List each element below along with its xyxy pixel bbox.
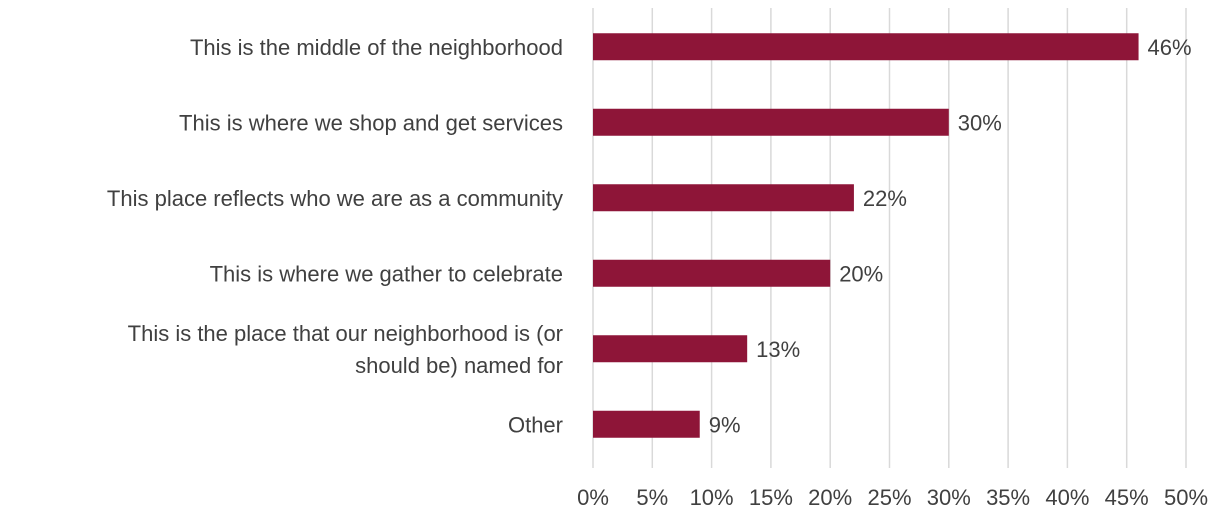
x-tick-label: 40% [1045, 485, 1089, 510]
data-labels: 46% 30% 22% 20% 13% 9% [709, 35, 1192, 438]
bar [593, 33, 1139, 61]
data-label: 20% [839, 261, 883, 286]
data-label: 46% [1148, 35, 1192, 60]
bar [593, 184, 854, 212]
x-tick-label: 20% [808, 485, 852, 510]
data-label: 22% [863, 186, 907, 211]
x-tick-label: 35% [986, 485, 1030, 510]
bars [593, 33, 1139, 438]
category-label: This is where we shop and get services [179, 110, 563, 135]
x-tick-label: 45% [1105, 485, 1149, 510]
gridlines [592, 8, 1187, 468]
bar [593, 108, 949, 136]
category-label: This is the place that our neighborhood … [128, 321, 563, 346]
x-tick-label: 5% [636, 485, 668, 510]
x-tick-label: 10% [690, 485, 734, 510]
x-tick-label: 15% [749, 485, 793, 510]
category-label: This place reflects who we are as a comm… [107, 186, 563, 211]
x-tick-label: 30% [927, 485, 971, 510]
bar [593, 410, 700, 438]
category-label: Other [508, 412, 563, 437]
category-label: should be) named for [355, 353, 563, 378]
data-label: 13% [756, 337, 800, 362]
data-label: 30% [958, 110, 1002, 135]
bar [593, 259, 831, 287]
data-label: 9% [709, 412, 741, 437]
x-tick-label: 25% [867, 485, 911, 510]
category-labels: This is the middle of the neighborhood Th… [107, 35, 563, 438]
x-tick-label: 0% [577, 485, 609, 510]
category-label: This is the middle of the neighborhood [190, 35, 563, 60]
bar [593, 335, 748, 363]
x-tick-label: 50% [1164, 485, 1208, 510]
x-axis-tick-labels: 0% 5% 10% 15% 20% 25% 30% 35% 40% 45% 50% [577, 485, 1208, 510]
category-label: This is where we gather to celebrate [210, 261, 563, 286]
